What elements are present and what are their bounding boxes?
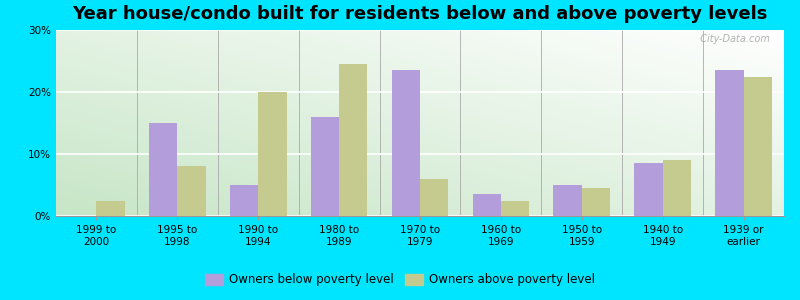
Bar <box>554 185 582 216</box>
Bar <box>339 64 367 216</box>
Bar <box>743 76 772 216</box>
Bar <box>420 179 448 216</box>
Bar <box>392 70 420 216</box>
Bar <box>715 70 743 216</box>
Bar <box>473 194 501 216</box>
Bar <box>311 117 339 216</box>
Title: Year house/condo built for residents below and above poverty levels: Year house/condo built for residents bel… <box>72 5 768 23</box>
Bar <box>258 92 286 216</box>
Bar <box>582 188 610 216</box>
Text: City-Data.com: City-Data.com <box>694 34 770 44</box>
Legend: Owners below poverty level, Owners above poverty level: Owners below poverty level, Owners above… <box>200 269 600 291</box>
Bar <box>178 167 206 216</box>
Bar <box>230 185 258 216</box>
Bar <box>149 123 178 216</box>
Bar <box>662 160 691 216</box>
Bar <box>634 163 662 216</box>
Bar <box>501 200 530 216</box>
Bar <box>97 200 125 216</box>
